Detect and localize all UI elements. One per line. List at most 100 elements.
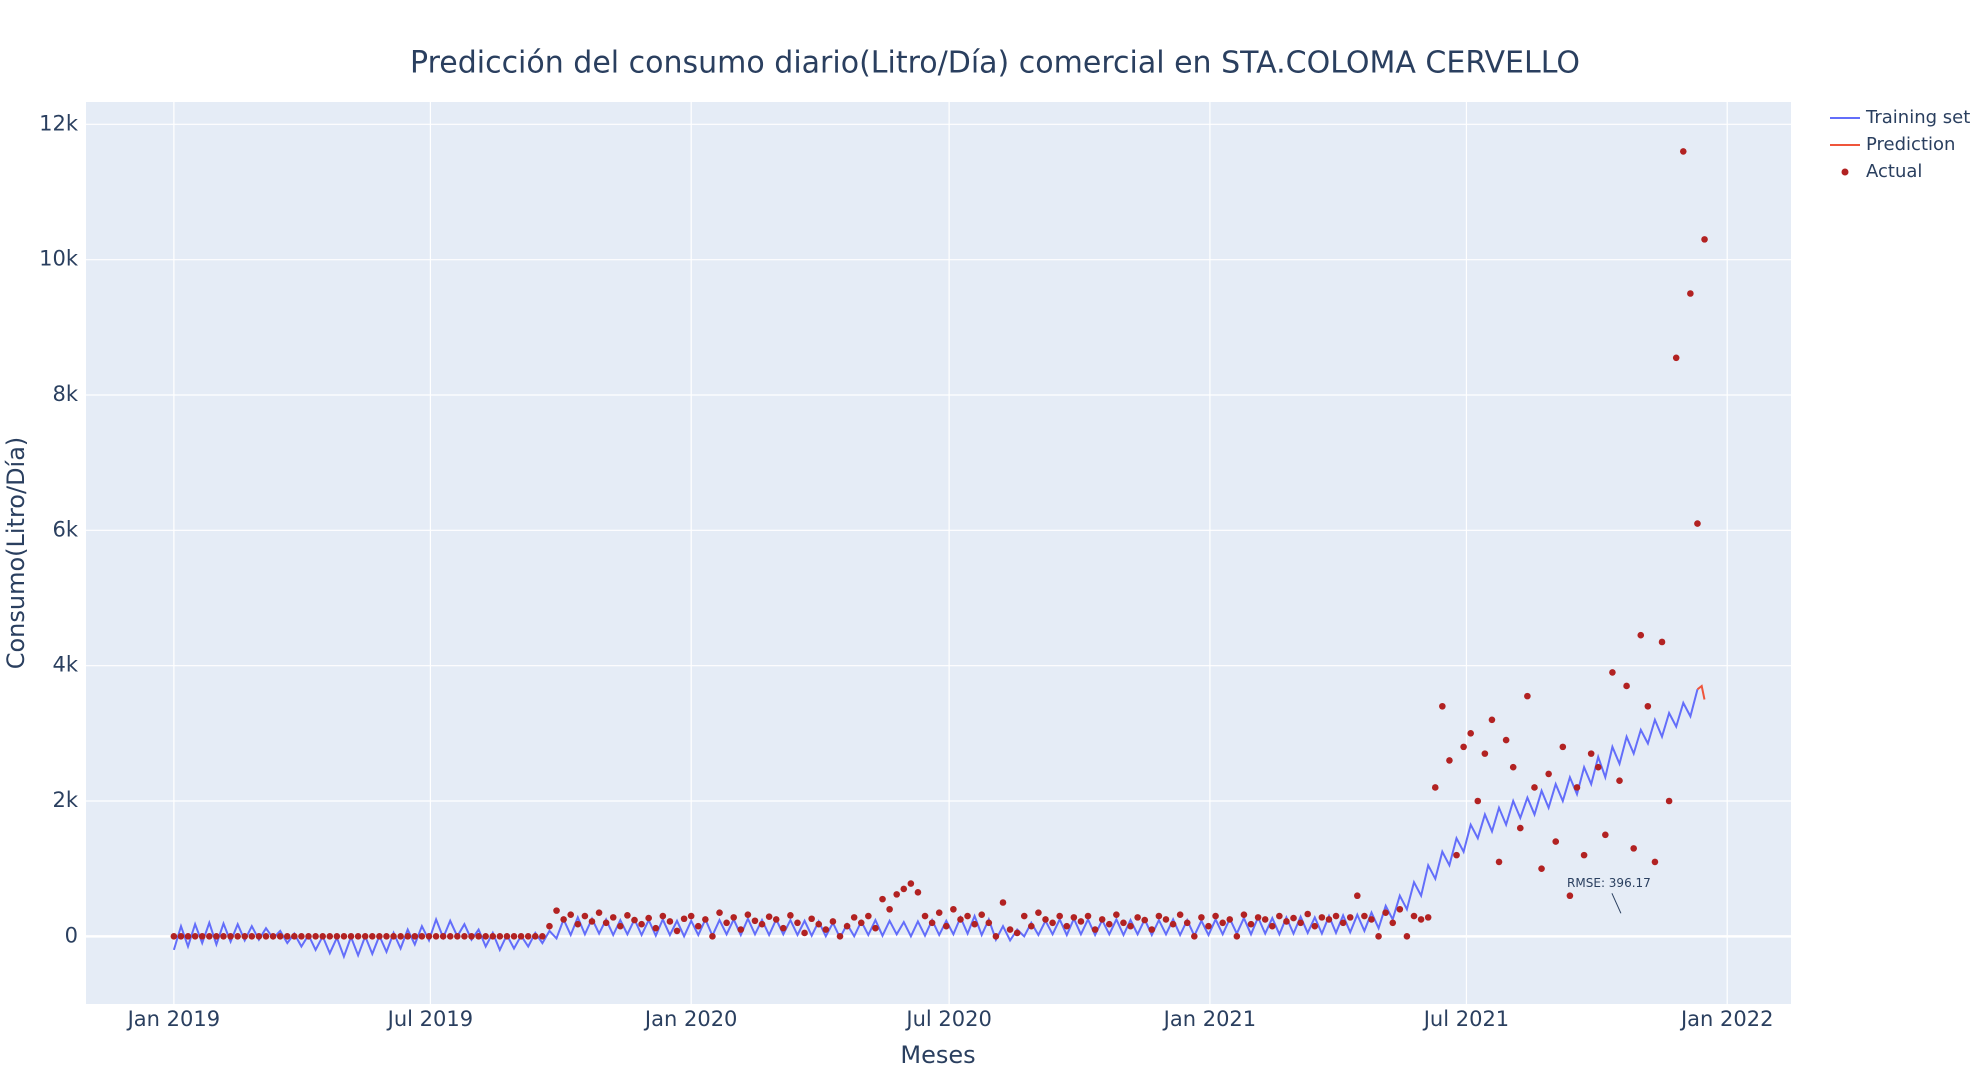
actual-point <box>1077 918 1085 925</box>
actual-point <box>801 929 808 937</box>
actual-point <box>468 933 475 940</box>
actual-point <box>432 933 440 940</box>
actual-point <box>872 924 879 932</box>
actual-point <box>935 909 943 916</box>
actual-point <box>1602 831 1609 839</box>
actual-point <box>1219 919 1226 927</box>
actual-point <box>921 912 929 920</box>
actual-point <box>772 916 780 923</box>
actual-point <box>1509 763 1517 771</box>
x-tick-label: Jul 2019 <box>386 1007 473 1031</box>
actual-point <box>1035 909 1042 916</box>
actual-point <box>702 916 709 923</box>
actual-point <box>581 912 589 920</box>
actual-point <box>687 912 695 920</box>
actual-point <box>1205 922 1212 930</box>
actual-point <box>425 933 433 940</box>
actual-point <box>560 916 567 923</box>
actual-point <box>1467 730 1474 737</box>
actual-point <box>517 933 525 940</box>
actual-point <box>283 933 291 940</box>
actual-point <box>638 920 645 928</box>
actual-point <box>900 885 908 893</box>
actual-point <box>1127 922 1134 930</box>
actual-point <box>617 922 624 930</box>
actual-point <box>744 911 752 918</box>
y-tick-label: 2k <box>52 788 78 812</box>
y-tick-label: 4k <box>52 653 78 677</box>
actual-point <box>1240 911 1248 918</box>
actual-point <box>291 933 298 940</box>
x-tick-label: Jul 2020 <box>904 1007 991 1031</box>
actual-point <box>1616 777 1623 784</box>
actual-point <box>1346 914 1354 921</box>
actual-point <box>220 933 227 940</box>
x-tick-label: Jan 2021 <box>1162 1007 1257 1031</box>
series-line <box>1696 684 1706 700</box>
actual-point <box>716 909 723 916</box>
actual-point <box>1687 290 1694 297</box>
actual-point <box>928 919 936 927</box>
actual-point <box>1566 892 1574 900</box>
actual-point <box>1233 933 1241 940</box>
x-tick-label: Jan 2020 <box>643 1007 738 1031</box>
actual-point <box>1268 922 1276 930</box>
actual-point <box>758 920 766 928</box>
actual-point <box>680 915 688 923</box>
actual-point <box>950 905 957 913</box>
actual-point <box>312 933 319 940</box>
actual-point <box>893 891 900 898</box>
actual-point <box>1354 892 1361 900</box>
actual-point <box>1339 919 1347 927</box>
actual-point <box>886 905 893 913</box>
actual-point <box>170 933 178 940</box>
actual-point <box>942 922 950 930</box>
actual-point <box>333 933 341 940</box>
x-tick-label: Jan 2022 <box>1679 1007 1774 1031</box>
actual-point <box>1538 865 1545 872</box>
actual-point <box>1169 920 1177 928</box>
actual-point <box>985 919 993 927</box>
actual-point <box>1439 702 1446 710</box>
actual-point <box>184 933 192 940</box>
legend-swatch <box>1841 168 1849 176</box>
actual-point <box>1389 919 1397 927</box>
actual-point <box>765 913 773 921</box>
actual-point <box>1495 858 1503 866</box>
actual-point <box>213 933 220 940</box>
actual-point <box>1311 922 1319 930</box>
actual-point <box>227 933 234 940</box>
actual-point <box>1176 911 1184 918</box>
actual-point <box>475 933 482 940</box>
actual-point <box>1283 918 1290 925</box>
actual-point <box>1672 354 1680 362</box>
actual-point <box>723 919 730 927</box>
actual-point <box>1552 838 1560 845</box>
actual-point <box>850 914 858 921</box>
y-tick-label: 6k <box>52 517 78 541</box>
actual-point <box>1460 743 1467 751</box>
actual-point <box>971 920 978 928</box>
actual-point <box>376 933 383 940</box>
actual-point <box>1658 638 1666 646</box>
actual-point <box>964 912 971 920</box>
actual-point <box>383 933 390 940</box>
actual-point <box>602 919 610 927</box>
actual-point <box>843 922 851 930</box>
actual-point <box>957 916 964 923</box>
actual-point <box>368 933 376 940</box>
actual-point <box>1212 912 1219 920</box>
actual-point <box>567 911 575 918</box>
actual-point <box>319 933 326 940</box>
actual-point <box>1290 914 1297 922</box>
legend-label: Training set <box>1865 107 1970 128</box>
actual-point <box>1318 914 1326 921</box>
actual-point <box>1091 926 1099 933</box>
actual-point <box>595 909 603 916</box>
actual-point <box>588 918 596 925</box>
actual-point <box>1375 933 1382 940</box>
actual-point <box>1630 845 1637 852</box>
actual-point <box>390 933 397 940</box>
actual-point <box>914 889 922 896</box>
actual-point <box>1006 926 1014 933</box>
